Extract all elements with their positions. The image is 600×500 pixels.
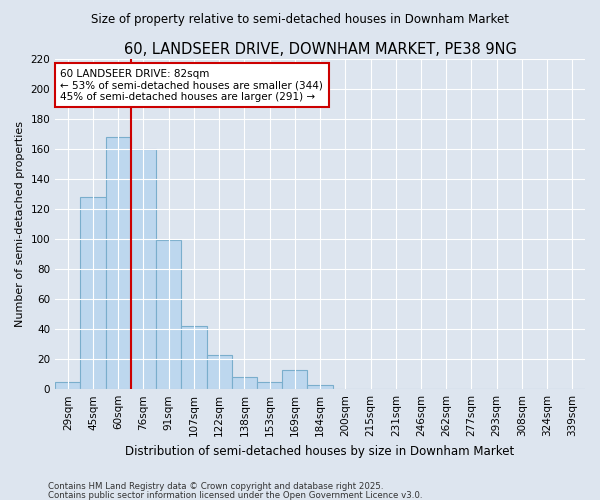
Bar bbox=[232, 377, 257, 389]
X-axis label: Distribution of semi-detached houses by size in Downham Market: Distribution of semi-detached houses by … bbox=[125, 444, 515, 458]
Y-axis label: Number of semi-detached properties: Number of semi-detached properties bbox=[15, 121, 25, 327]
Bar bbox=[181, 326, 206, 389]
Text: Contains HM Land Registry data © Crown copyright and database right 2025.: Contains HM Land Registry data © Crown c… bbox=[48, 482, 383, 491]
Bar bbox=[257, 382, 282, 389]
Bar bbox=[156, 240, 181, 389]
Title: 60, LANDSEER DRIVE, DOWNHAM MARKET, PE38 9NG: 60, LANDSEER DRIVE, DOWNHAM MARKET, PE38… bbox=[124, 42, 517, 58]
Bar bbox=[307, 384, 332, 389]
Text: 60 LANDSEER DRIVE: 82sqm
← 53% of semi-detached houses are smaller (344)
45% of : 60 LANDSEER DRIVE: 82sqm ← 53% of semi-d… bbox=[61, 68, 323, 102]
Bar bbox=[131, 149, 156, 389]
Bar bbox=[55, 382, 80, 389]
Bar bbox=[282, 370, 307, 389]
Bar bbox=[80, 197, 106, 389]
Bar bbox=[206, 354, 232, 389]
Text: Contains public sector information licensed under the Open Government Licence v3: Contains public sector information licen… bbox=[48, 490, 422, 500]
Bar bbox=[106, 137, 131, 389]
Text: Size of property relative to semi-detached houses in Downham Market: Size of property relative to semi-detach… bbox=[91, 12, 509, 26]
